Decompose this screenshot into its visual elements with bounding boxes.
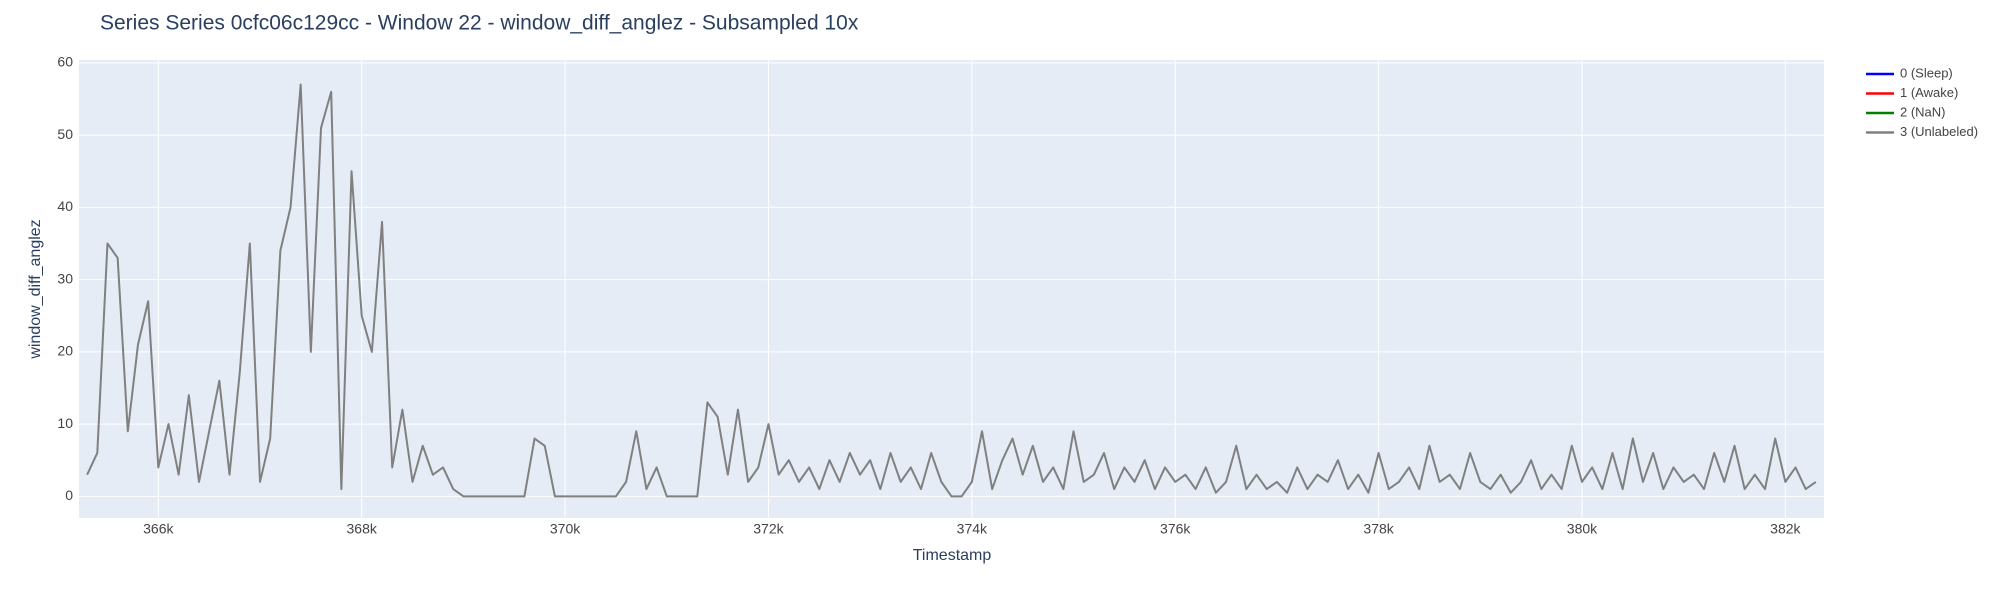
legend-label: 3 (Unlabeled) [1900,124,1978,139]
legend-label: 1 (Awake) [1900,85,1958,100]
legend-label: 0 (Sleep) [1900,65,1953,80]
legend-label: 2 (NaN) [1900,104,1946,119]
plot-background [79,60,1824,518]
x-tick-label: 376k [1160,521,1191,537]
y-tick-label: 30 [57,270,73,286]
x-tick-label: 378k [1363,521,1394,537]
y-tick-label: 50 [57,126,73,142]
x-tick-label: 372k [753,521,784,537]
x-tick-label: 366k [143,521,174,537]
y-tick-label: 0 [65,487,73,503]
x-tick-label: 380k [1567,521,1598,537]
legend: 0 (Sleep) 1 (Awake) 2 (NaN) 3 (Unlabeled) [1866,65,1978,139]
series-line [86,83,1817,498]
grid [79,60,1824,518]
chart-title: Series Series 0cfc06c129cc - Window 22 -… [100,12,859,35]
x-tick-label: 370k [550,521,581,537]
x-tick-label: 374k [957,521,988,537]
y-tick-label: 60 [57,54,73,70]
x-axis-title: Timestamp [913,547,992,564]
y-axis-title: window_diff_anglez [27,219,44,359]
y-tick-label: 20 [57,343,73,359]
lines [86,83,1817,498]
x-tick-label: 368k [347,521,378,537]
x-tick-label: 382k [1770,521,1801,537]
y-tick-label: 40 [57,198,73,214]
y-tick-label: 10 [57,415,73,431]
